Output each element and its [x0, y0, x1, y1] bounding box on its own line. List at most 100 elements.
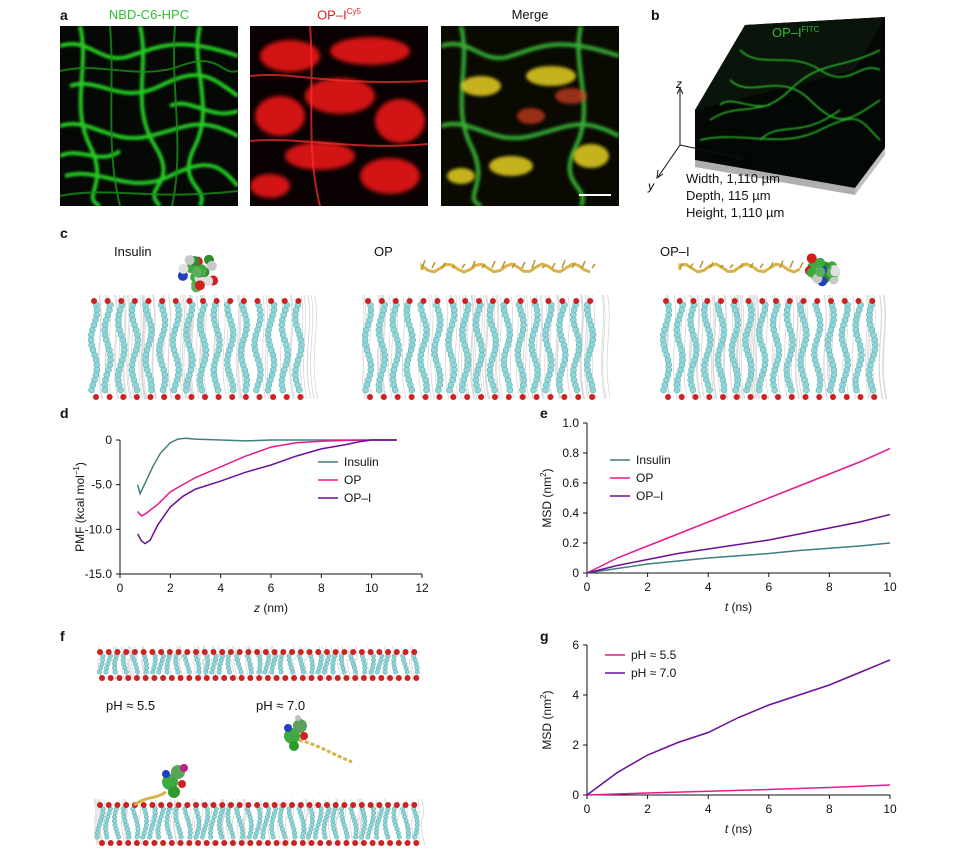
x-tick-label: 8: [826, 580, 833, 594]
membrane-ph-top: [96, 645, 420, 681]
membrane-ph-bottom: [94, 798, 426, 846]
y-tick-label: -5.0: [91, 478, 112, 492]
x-tick-label: 4: [705, 802, 712, 816]
membrane-opi: [660, 253, 888, 400]
dimension-depth: Depth, 115 µm: [686, 188, 771, 203]
confocal-3d-render: OP–IFITC z x y: [647, 17, 885, 195]
y-axis-label: MSD (nm2): [539, 468, 554, 527]
lipid-beads: [94, 802, 420, 846]
x-tick-label: 12: [415, 581, 429, 595]
series-line-0: [586, 784, 891, 796]
panel-letter-c: c: [60, 225, 68, 241]
membrane-op: [362, 259, 610, 400]
x-tick-label: 8: [826, 802, 833, 816]
axes: [116, 439, 423, 578]
y-tick-label: -10.0: [85, 522, 113, 536]
oligopeptide-chain: [678, 260, 804, 274]
y-axis-label: y: [647, 179, 655, 193]
green-fluorescence-micrograph: [60, 26, 238, 206]
lipid-beads: [96, 649, 420, 681]
label-insulin: Insulin: [114, 244, 152, 259]
x-tick-label: 2: [644, 580, 651, 594]
series-line-1: [586, 659, 891, 796]
legend-label: OP–I: [344, 491, 371, 505]
panel-letter-f: f: [60, 628, 65, 644]
dimension-width: Width, 1,110 µm: [686, 171, 780, 186]
x-axis-label: t (ns): [725, 600, 752, 614]
x-axis-label: z (nm): [253, 601, 288, 615]
image-title-nbd: NBD-C6-HPC: [60, 7, 238, 22]
image-title-opi-text: OP–I: [317, 7, 347, 23]
panel-letter-a: a: [60, 7, 68, 23]
opi-fitc-label: OP–IFITC: [772, 25, 820, 40]
image-title-opi-sup: Cy5: [346, 7, 361, 16]
insulin-protein: [804, 253, 841, 287]
complex-ph-5-5: [133, 764, 188, 807]
series-line-2: [136, 439, 397, 545]
x-tick-label: 0: [584, 580, 591, 594]
label-ph-7-0: pH ≈ 7.0: [256, 698, 306, 713]
legend-label: OP: [344, 473, 361, 487]
panel-letter-g: g: [540, 628, 549, 644]
x-tick-label: 6: [268, 581, 275, 595]
y-tick-label: 1.0: [562, 416, 579, 430]
legend-label: OP–I: [636, 489, 663, 503]
image-title-merge-text: Merge: [511, 7, 549, 22]
y-tick-label: 0.6: [562, 476, 579, 490]
image-title-nbd-text: NBD-C6-HPC: [108, 7, 190, 22]
x-tick-label: 4: [217, 581, 224, 595]
x-tick-label: 0: [117, 581, 124, 595]
panel-letter-e: e: [540, 405, 548, 421]
y-tick-label: 0: [105, 433, 112, 447]
y-tick-label: -15.0: [85, 567, 113, 581]
x-tick-label: 8: [318, 581, 325, 595]
y-axis-label: PMF (kcal mol−1): [72, 462, 87, 552]
z-axis-label: z: [675, 77, 682, 91]
x-tick-label: 4: [705, 580, 712, 594]
membrane-insulin: [88, 254, 318, 400]
red-fluorescence-micrograph: [250, 26, 428, 206]
msd-chart-e: 0 2 4 6 8 10 0 0.2 0.4 0.6 0.8 1.0 t (ns) MSD (nm2) In…: [539, 416, 897, 614]
axes: [583, 422, 891, 577]
axes: [583, 644, 891, 799]
x-tick-label: 2: [167, 581, 174, 595]
lipid-beads: [362, 298, 597, 400]
x-tick-label: 6: [765, 580, 772, 594]
y-tick-label: 0.2: [562, 536, 579, 550]
legend-label: OP: [636, 471, 653, 485]
oligopeptide-chain: [420, 259, 596, 274]
merge-micrograph-texture: [441, 26, 619, 206]
panel-letter-d: d: [60, 405, 69, 421]
red-micrograph-texture: [250, 26, 428, 206]
x-tick-label: 10: [883, 580, 897, 594]
y-tick-label: 0: [572, 566, 579, 580]
y-tick-label: 0.4: [562, 506, 579, 520]
y-tick-label: 0: [572, 788, 579, 802]
panel-letter-b: b: [651, 7, 660, 23]
xyz-axes: [656, 86, 742, 180]
image-title-merge: Merge: [441, 7, 619, 22]
y-axis-label: MSD (nm2): [539, 690, 554, 749]
green-micrograph-texture: [60, 26, 238, 206]
x-tick-label: 2: [644, 802, 651, 816]
merged-fluorescence-micrograph: [441, 26, 619, 206]
x-tick-label: 0: [584, 802, 591, 816]
series-line-2: [586, 513, 891, 574]
x-tick-label: 10: [365, 581, 379, 595]
series-line-0: [136, 437, 397, 496]
label-opi: OP–I: [660, 244, 690, 259]
complexes-ph: [133, 715, 353, 807]
x-tick-label: 6: [765, 802, 772, 816]
x-tick-label: 10: [883, 802, 897, 816]
lipid-beads: [88, 298, 305, 400]
series-line-1: [586, 447, 891, 574]
series-line-1: [137, 439, 397, 517]
legend-label: Insulin: [636, 453, 671, 467]
y-tick-label: 4: [572, 688, 579, 702]
legend-label: pH ≈ 5.5: [631, 648, 677, 662]
x-axis-label: t (ns): [725, 822, 752, 836]
label-ph-5-5: pH ≈ 5.5: [106, 698, 156, 713]
series-line-0: [586, 542, 891, 574]
legend-label: pH ≈ 7.0: [631, 666, 677, 680]
insulin-protein: [177, 254, 219, 293]
